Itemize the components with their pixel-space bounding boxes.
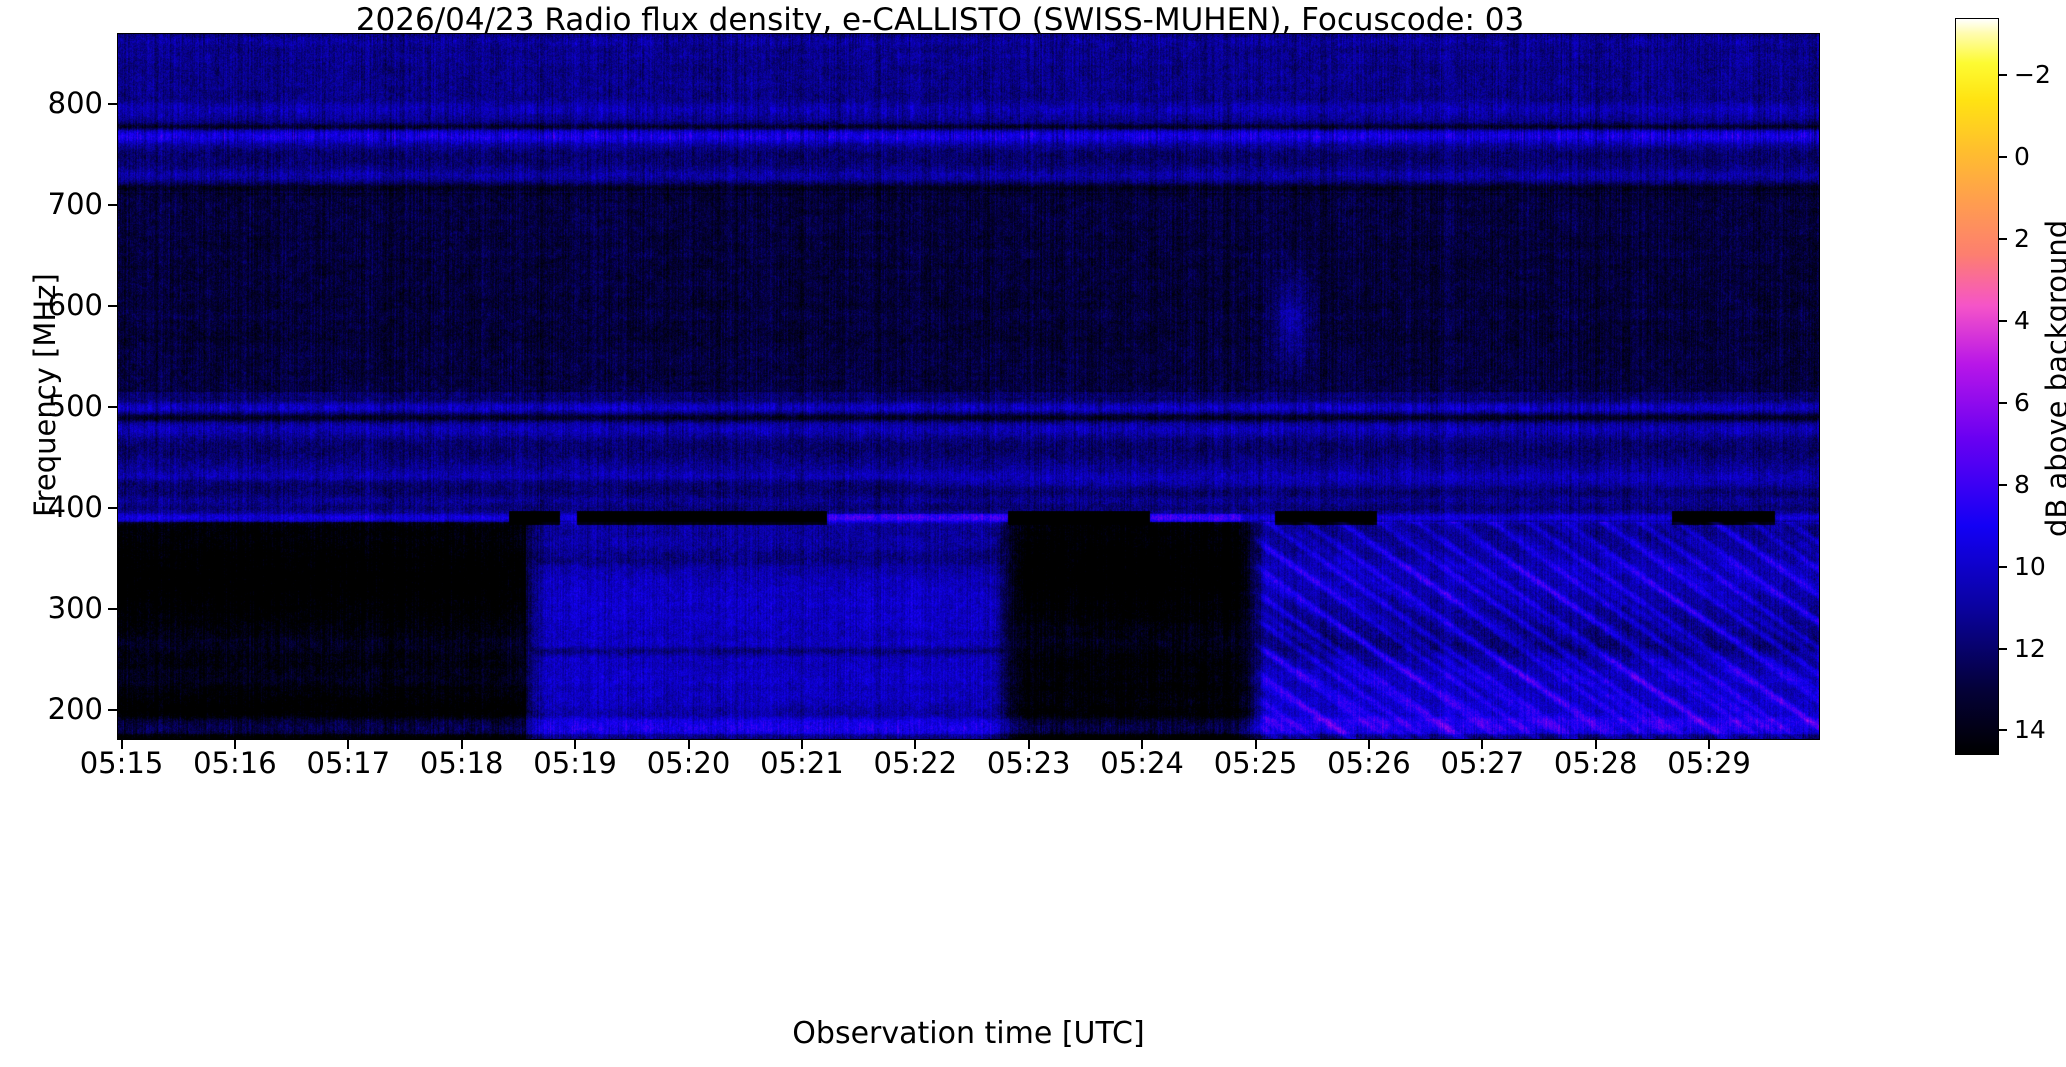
page-title: 2026/04/23 Radio flux density, e-CALLIST… (355, 2, 1525, 38)
x-tick-mark (460, 740, 463, 749)
y-tick-mark (108, 506, 117, 509)
x-axis-label: Observation time [UTC] (792, 1016, 1145, 1051)
x-tick-label: 05:23 (986, 746, 1071, 780)
y-tick-label: 700 (47, 186, 103, 221)
colorbar-tick-mark (1999, 319, 2007, 322)
x-tick-label: 05:22 (873, 746, 958, 780)
spectrogram-image (117, 33, 1820, 740)
y-axis-label: Frequency [MHz] (28, 272, 62, 517)
x-tick-label: 05:16 (193, 746, 277, 780)
x-tick-mark (347, 740, 350, 749)
colorbar-tick-mark (1999, 647, 2007, 650)
colorbar-tick-label: 2 (2014, 224, 2030, 254)
x-tick-label: 05:15 (79, 746, 164, 780)
x-tick-label: 05:17 (306, 746, 391, 780)
x-tick-label: 05:20 (646, 746, 731, 780)
x-tick-mark (574, 740, 577, 749)
x-tick-mark (800, 740, 803, 749)
colorbar-tick-mark (1999, 565, 2007, 568)
colorbar-tick-mark (1999, 156, 2007, 159)
colorbar-tick-label: 6 (2014, 387, 2030, 417)
y-tick-label: 800 (47, 85, 103, 120)
y-tick-mark (108, 102, 117, 105)
colorbar-tick-label: 10 (2014, 551, 2046, 581)
x-tick-mark (1254, 740, 1257, 749)
y-tick-mark (108, 203, 117, 206)
y-tick-mark (108, 708, 117, 711)
x-tick-label: 05:19 (533, 746, 617, 780)
x-tick-mark (687, 740, 690, 749)
x-tick-mark (233, 740, 236, 749)
y-tick-mark (108, 304, 117, 307)
x-tick-mark (1481, 740, 1484, 749)
x-tick-mark (1708, 740, 1711, 749)
colorbar-tick-label: −2 (2014, 60, 2051, 90)
x-tick-label: 05:24 (1100, 746, 1184, 780)
x-tick-mark (1367, 740, 1370, 749)
colorbar[interactable] (1955, 18, 1999, 755)
y-tick-mark (108, 607, 117, 610)
x-tick-mark (1141, 740, 1144, 749)
colorbar-tick-mark (1999, 729, 2007, 732)
x-tick-label: 05:26 (1327, 746, 1411, 780)
x-tick-label: 05:29 (1667, 746, 1751, 780)
colorbar-tick-label: 4 (2014, 305, 2030, 335)
colorbar-tick-mark (1999, 74, 2007, 77)
y-tick-label: 500 (47, 388, 103, 423)
y-tick-label: 200 (47, 691, 103, 726)
x-tick-mark (1027, 740, 1030, 749)
colorbar-tick-label: 8 (2014, 469, 2030, 499)
x-tick-label: 05:18 (419, 746, 504, 780)
y-tick-label: 600 (47, 287, 103, 322)
colorbar-tick-mark (1999, 238, 2007, 241)
colorbar-tick-label: 12 (2014, 633, 2046, 663)
x-tick-mark (120, 740, 123, 749)
x-tick-label: 05:21 (760, 746, 844, 780)
colorbar-tick-mark (1999, 401, 2007, 404)
x-tick-label: 05:28 (1553, 746, 1638, 780)
colorbar-tick-label: 0 (2014, 142, 2030, 172)
colorbar-tick-mark (1999, 483, 2007, 486)
y-tick-label: 300 (47, 590, 103, 625)
x-tick-mark (914, 740, 917, 749)
x-tick-label: 05:27 (1440, 746, 1525, 780)
colorbar-tick-label: 14 (2014, 715, 2046, 745)
x-tick-mark (1594, 740, 1597, 749)
colorbar-label: dB above background (2040, 219, 2066, 537)
spectrogram-plot[interactable] (117, 33, 1820, 740)
y-tick-mark (108, 405, 117, 408)
x-tick-label: 05:25 (1213, 746, 1298, 780)
y-tick-label: 400 (47, 489, 103, 524)
